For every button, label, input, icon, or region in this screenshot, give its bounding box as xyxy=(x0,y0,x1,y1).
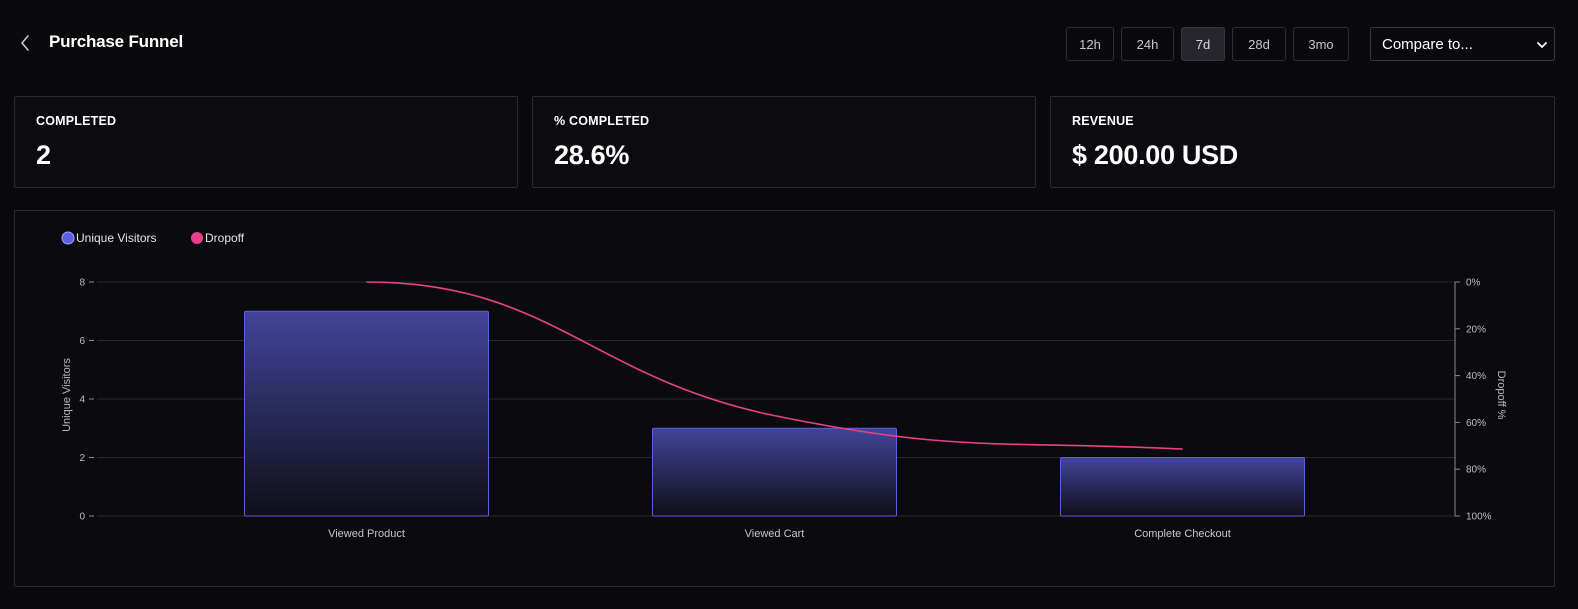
chevron-down-icon xyxy=(1537,42,1547,48)
legend-swatch-dropoff xyxy=(191,232,203,244)
range-24h-button[interactable]: 24h xyxy=(1121,27,1174,61)
percent-completed-card: % COMPLETED 28.6% xyxy=(532,96,1036,188)
right-y-tick-label: 60% xyxy=(1466,418,1486,429)
right-y-tick-label: 20% xyxy=(1466,324,1486,335)
page-header: Purchase Funnel 12h 24h 7d 28d 3mo Compa… xyxy=(0,0,1578,88)
range-7d-button[interactable]: 7d xyxy=(1181,27,1225,61)
legend-label-unique-visitors: Unique Visitors xyxy=(76,231,156,245)
revenue-label: REVENUE xyxy=(1072,114,1134,128)
right-y-tick-label: 0% xyxy=(1466,278,1481,289)
y-tick-label: 0 xyxy=(79,512,85,523)
x-category-label: Complete Checkout xyxy=(1134,528,1231,540)
completed-card: COMPLETED 2 xyxy=(14,96,518,188)
bar-viewed-cart xyxy=(652,427,897,517)
range-12h-button[interactable]: 12h xyxy=(1066,27,1114,61)
x-category-label: Viewed Cart xyxy=(745,528,805,540)
funnel-chart-panel: 0 2 4 6 8 0% 20% 40% 60% 80% 100% Unique Visitors Dr… xyxy=(14,210,1555,587)
right-y-tick-label: 40% xyxy=(1466,371,1486,382)
revenue-card: REVENUE $ 200.00 USD xyxy=(1050,96,1555,188)
legend-label-dropoff: Dropoff xyxy=(205,231,245,245)
compare-select[interactable]: Compare to... xyxy=(1370,27,1555,61)
page-title: Purchase Funnel xyxy=(49,32,183,51)
right-y-tick-label: 100% xyxy=(1466,512,1492,523)
y-axis-title: Unique Visitors xyxy=(61,358,73,432)
right-y-axis-title: Dropoff % xyxy=(1495,371,1507,420)
x-category-label: Viewed Product xyxy=(328,528,405,540)
range-28d-button[interactable]: 28d xyxy=(1232,27,1286,61)
dropoff-line xyxy=(366,281,1183,450)
y-tick-label: 6 xyxy=(79,336,85,347)
percent-completed-value: 28.6% xyxy=(554,140,630,170)
completed-label: COMPLETED xyxy=(36,114,117,128)
range-3mo-button[interactable]: 3mo xyxy=(1293,27,1349,61)
percent-completed-label: % COMPLETED xyxy=(554,114,650,128)
completed-value: 2 xyxy=(36,140,51,170)
y-tick-label: 8 xyxy=(79,278,85,289)
revenue-value: $ 200.00 USD xyxy=(1072,140,1239,170)
y-tick-label: 2 xyxy=(79,453,85,464)
chevron-left-icon xyxy=(21,35,29,51)
back-button[interactable] xyxy=(14,31,36,55)
compare-select-value: Compare to... xyxy=(1382,35,1473,53)
y-tick-label: 4 xyxy=(79,395,85,406)
legend-swatch-unique-visitors xyxy=(61,231,75,245)
bar-complete-checkout xyxy=(1060,457,1305,517)
right-y-tick-label: 80% xyxy=(1466,465,1486,476)
bar-viewed-product xyxy=(244,310,489,517)
